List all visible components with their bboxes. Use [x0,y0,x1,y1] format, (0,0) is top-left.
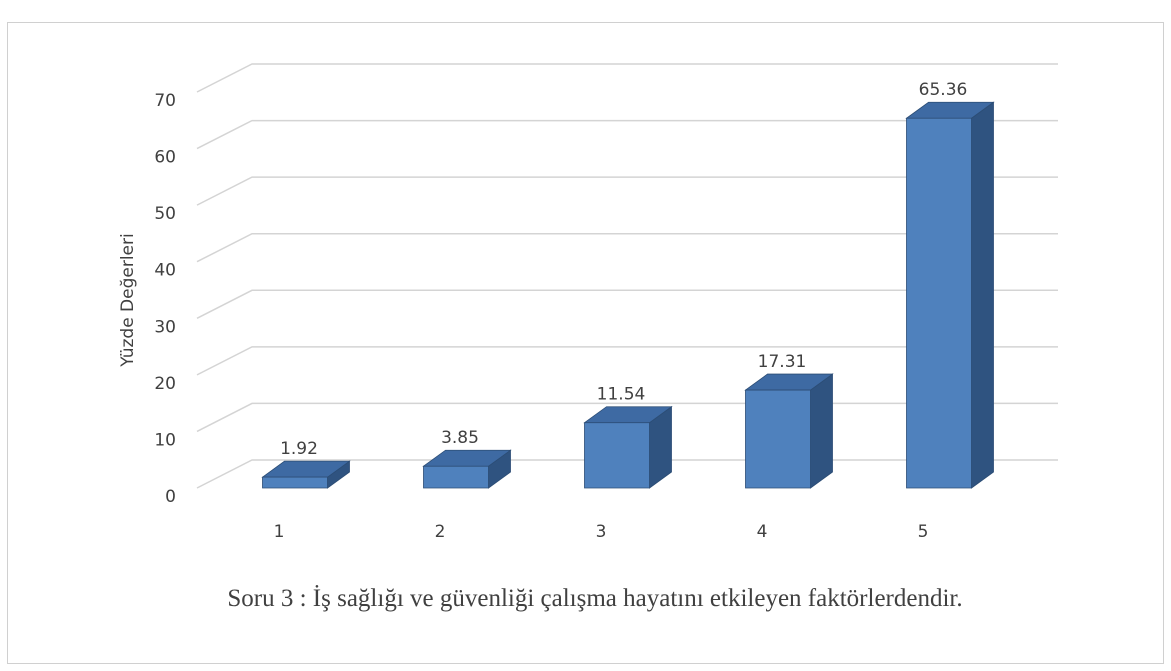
x-tick-label: 5 [918,522,929,542]
x-tick-label: 4 [757,522,768,542]
y-tick-label: 10 [154,430,176,450]
x-tick-label: 2 [435,522,446,542]
bar [905,101,995,489]
bar-front [584,422,650,489]
bar-front [423,465,489,489]
bar-front [262,476,328,489]
y-tick-label: 60 [154,148,176,168]
y-tick-label: 0 [165,487,176,507]
grid-line [196,232,1058,263]
bar-front [745,389,811,489]
y-tick-label: 40 [154,261,176,281]
y-tick-label: 20 [154,374,176,394]
bar [422,449,512,489]
y-tick-label: 30 [154,317,176,337]
bar-side [810,373,833,489]
value-label: 3.85 [441,428,479,448]
bar-side [971,101,994,489]
value-label: 11.54 [597,385,646,405]
y-tick-label: 70 [154,91,176,111]
value-label: 17.31 [758,352,807,372]
grid-line [196,63,1058,93]
bar-front [906,117,972,489]
y-tick-label: 50 [154,204,176,224]
value-label: 1.92 [280,439,318,459]
chart-frame [7,22,1164,664]
grid-line [196,289,1058,319]
x-tick-label: 1 [274,522,285,542]
grid-line [196,119,1058,150]
x-tick-label: 3 [596,522,607,542]
caption: Soru 3 : İş sağlığı ve güvenliği çalışma… [227,585,963,612]
bar [744,373,834,489]
y-axis-label: Yüzde Değerleri [118,233,138,367]
bar [583,405,673,489]
bar [261,460,351,489]
grid-line [196,346,1058,376]
grid-line [196,176,1058,206]
value-label: 65.36 [919,80,968,100]
